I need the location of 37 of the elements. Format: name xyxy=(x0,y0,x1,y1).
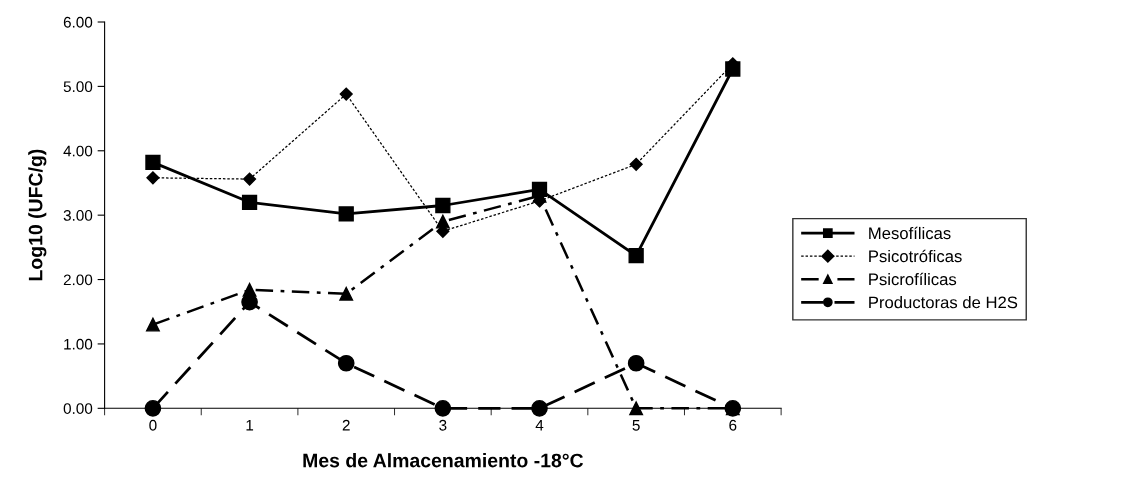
point xyxy=(629,401,644,416)
x-tick-label: 1 xyxy=(246,419,254,431)
x-tick-label: 4 xyxy=(535,419,544,431)
x-tick-label: 6 xyxy=(729,419,737,431)
y-tick-label: 4.00 xyxy=(63,145,93,157)
point xyxy=(145,154,161,171)
point xyxy=(337,354,355,372)
point xyxy=(628,248,644,264)
x-tick-label: 3 xyxy=(439,419,447,431)
legend-label: Productoras de H2S xyxy=(869,296,1018,309)
legend-label: Psicrofílicas xyxy=(869,272,957,286)
point xyxy=(242,172,257,186)
point xyxy=(145,317,160,332)
legend-label: Psicotróficas xyxy=(869,249,962,263)
point xyxy=(144,399,162,417)
legend-label: Mesofílicas xyxy=(869,226,951,240)
y-tick-label: 1.00 xyxy=(64,338,93,350)
point xyxy=(146,171,160,185)
y-tick-label: 6.00 xyxy=(63,16,93,28)
point xyxy=(434,399,452,417)
point xyxy=(339,286,354,301)
y-tick-label: 5.00 xyxy=(63,81,93,93)
x-tick-label: 5 xyxy=(632,419,640,431)
y-tick-label: 3.00 xyxy=(63,210,93,221)
point xyxy=(339,87,353,101)
x-axis-title: Mes de Almacenamiento -18°C xyxy=(303,453,584,468)
x-tick-label: 2 xyxy=(342,419,350,431)
y-tick-label: 0.00 xyxy=(63,403,93,414)
x-tick-label: 0 xyxy=(149,419,157,431)
point xyxy=(435,197,451,214)
point xyxy=(627,354,645,372)
y-axis-title: Log10 (UFC/g) xyxy=(28,149,47,281)
point xyxy=(531,399,548,417)
y-tick-label: 2.00 xyxy=(63,274,93,286)
point xyxy=(629,157,643,171)
point xyxy=(241,194,258,210)
point xyxy=(338,206,354,222)
